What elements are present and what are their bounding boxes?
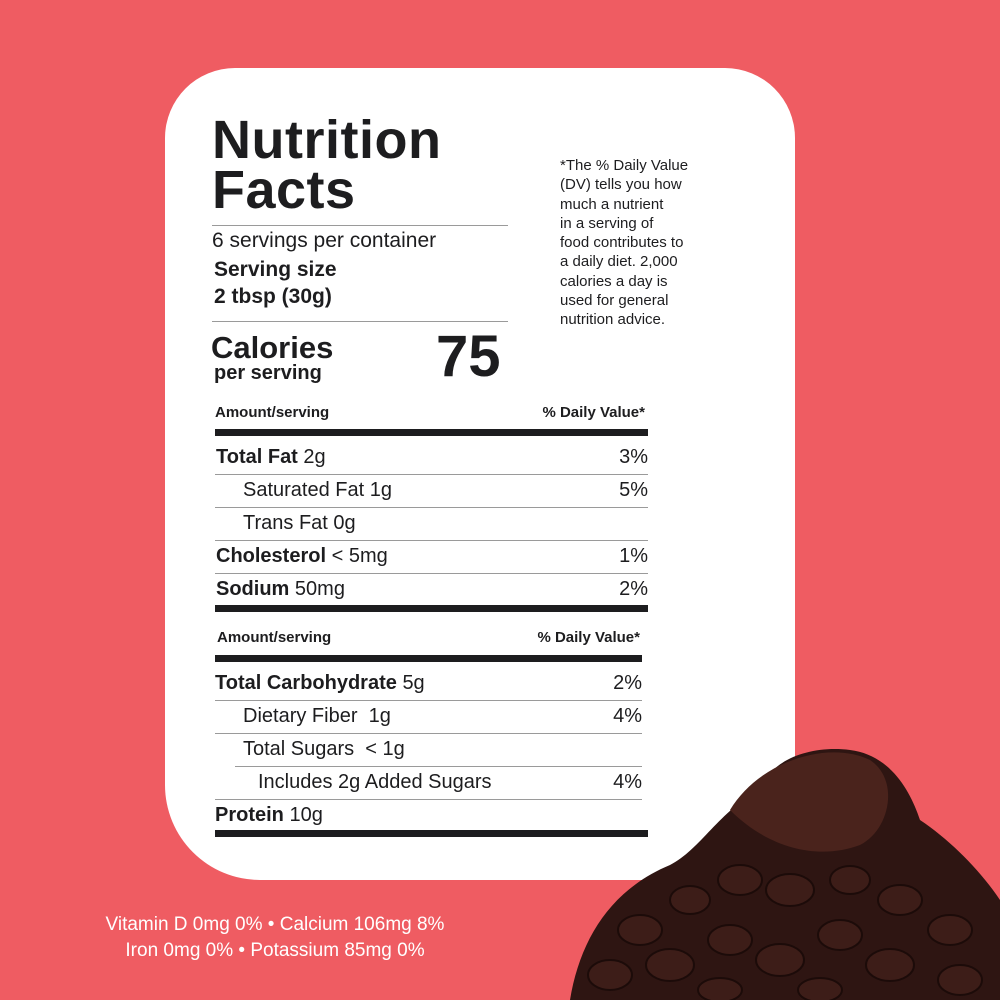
dv-footnote: *The % Daily Value (DV) tells you how mu… xyxy=(560,157,689,329)
nutrient-total-fat: Total Fat 2g xyxy=(216,446,326,468)
calories-value: 75 xyxy=(436,324,501,389)
title-nutrition: Nutrition xyxy=(212,110,442,170)
nutrient-added-sugars: Includes 2g Added Sugars xyxy=(258,771,492,793)
serving-size-label: Serving size xyxy=(214,258,337,281)
divider xyxy=(215,799,642,800)
calories-sub: per serving xyxy=(214,362,322,384)
nutrient-sodium: Sodium 50mg xyxy=(216,578,345,600)
nutrient-total-carbohydrate: Total Carbohydrate 5g xyxy=(215,672,425,694)
nutrient-protein: Protein 10g xyxy=(215,804,323,826)
thick-rule xyxy=(215,655,642,662)
amount-header: Amount/serving xyxy=(215,404,330,421)
dv-sodium: 2% xyxy=(619,578,648,600)
dv-cholesterol: 1% xyxy=(619,545,648,567)
divider xyxy=(215,540,648,541)
divider xyxy=(215,507,648,508)
thick-rule xyxy=(215,605,648,612)
thick-rule xyxy=(215,429,648,436)
servings-per-container: 6 servings per container xyxy=(212,229,437,252)
divider xyxy=(215,733,642,734)
divider xyxy=(235,766,642,767)
dv-saturated-fat: 5% xyxy=(619,479,648,501)
divider xyxy=(215,700,642,701)
nutrient-saturated-fat: Saturated Fat 1g xyxy=(243,479,392,501)
divider xyxy=(215,573,648,574)
serving-size-value: 2 tbsp (30g) xyxy=(214,285,332,308)
nutrient-dietary-fiber: Dietary Fiber 1g xyxy=(243,705,391,727)
dv-header-2: % Daily Value* xyxy=(537,629,640,646)
nutrient-cholesterol: Cholesterol < 5mg xyxy=(216,545,388,567)
nutrient-total-sugars: Total Sugars < 1g xyxy=(243,738,405,760)
chocolate-spread-image xyxy=(570,749,1000,1000)
calories-label: Calories xyxy=(211,330,334,365)
dv-header: % Daily Value* xyxy=(542,404,645,421)
dv-total-carbohydrate: 2% xyxy=(613,672,642,694)
divider xyxy=(212,225,508,226)
dv-added-sugars: 4% xyxy=(613,771,642,793)
dv-total-fat: 3% xyxy=(619,446,648,468)
vitamins-line-2: Iron 0mg 0% • Potassium 85mg 0% xyxy=(125,940,425,961)
vitamins-line-1: Vitamin D 0mg 0% • Calcium 106mg 8% xyxy=(105,914,445,935)
divider xyxy=(215,474,648,475)
thick-rule xyxy=(215,830,648,837)
dv-dietary-fiber: 4% xyxy=(613,705,642,727)
nutrient-trans-fat: Trans Fat 0g xyxy=(243,512,356,534)
divider xyxy=(212,321,508,322)
amount-header-2: Amount/serving xyxy=(217,629,332,646)
title-facts: Facts xyxy=(212,160,356,220)
